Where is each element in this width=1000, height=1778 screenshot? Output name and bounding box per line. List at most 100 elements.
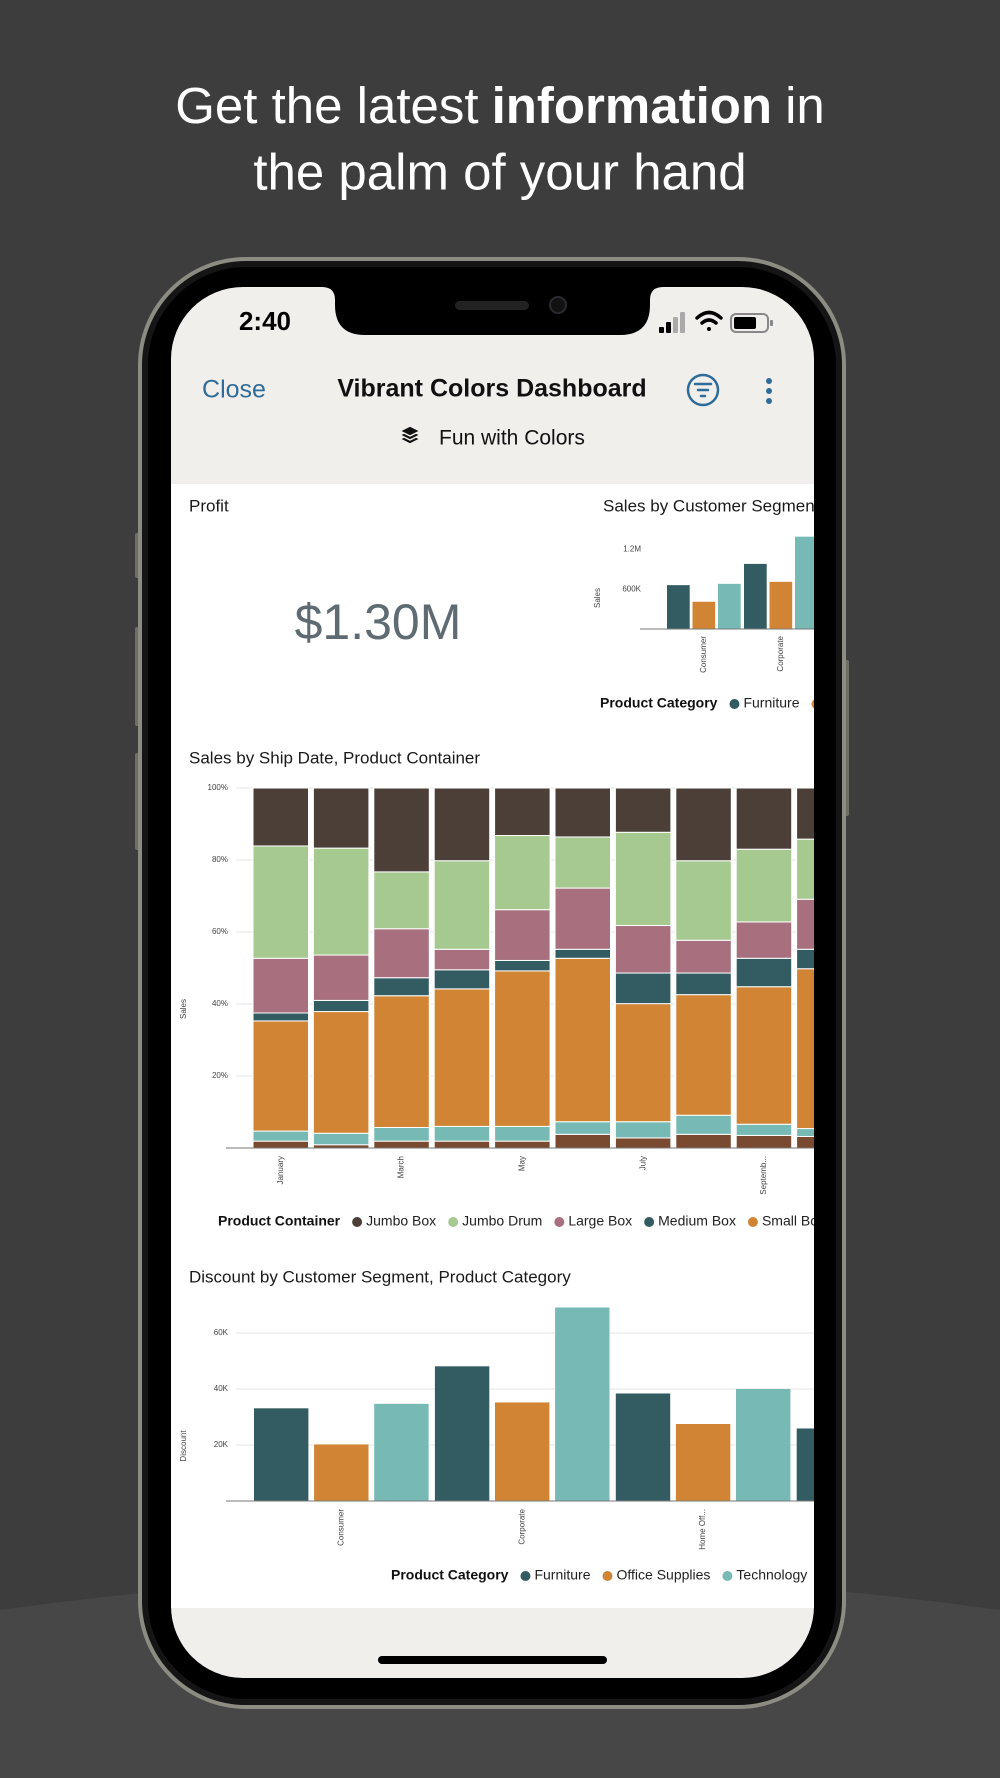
bar-segment xyxy=(614,925,672,974)
legend-label: Large Box xyxy=(568,1213,632,1229)
headline-emphasis: information xyxy=(492,77,772,134)
bar-segment xyxy=(554,1133,611,1149)
x-tick-label: Corporate xyxy=(776,635,785,671)
bar-segment xyxy=(494,1140,551,1149)
bar-segment xyxy=(614,1121,672,1139)
bar-segment xyxy=(312,787,370,849)
legend-title: Product Category xyxy=(391,1567,509,1583)
bar xyxy=(692,601,716,629)
bar-segment xyxy=(735,1123,793,1136)
headline-text: in xyxy=(785,77,825,134)
bar-segment xyxy=(554,1121,611,1135)
bar-segment xyxy=(735,986,793,1125)
bar xyxy=(434,1366,490,1501)
bar-segment xyxy=(494,970,551,1127)
bar-segment xyxy=(675,939,732,974)
kpi-value: $1.30M xyxy=(295,594,462,650)
bar-segment xyxy=(614,972,672,1005)
legend-label: Medium Box xyxy=(658,1213,736,1229)
bar-segment xyxy=(554,948,611,959)
bar xyxy=(718,583,741,629)
bar-segment xyxy=(252,845,309,959)
bar-segment xyxy=(614,787,672,833)
bar xyxy=(615,1393,671,1501)
bar-segment xyxy=(614,1003,672,1123)
legend-swatch xyxy=(722,1571,733,1581)
bar-segment xyxy=(433,969,491,990)
wifi-icon xyxy=(695,310,723,331)
y-axis-label: Sales xyxy=(179,999,188,1019)
x-tick-label: Consumer xyxy=(699,636,708,673)
bar xyxy=(314,1444,369,1501)
bar xyxy=(675,1424,731,1501)
legend-swatch xyxy=(729,699,740,709)
bar-segment xyxy=(796,898,814,950)
screen: Profit $1.30M Sales by Customer Segment Sal… xyxy=(171,287,820,1678)
bar-segment xyxy=(252,787,309,847)
bar xyxy=(769,581,793,629)
legend-swatch xyxy=(448,1217,459,1227)
bar-segment xyxy=(675,1114,732,1135)
bar-segment xyxy=(494,909,551,961)
x-tick-label: January xyxy=(276,1156,285,1184)
canvas-name[interactable]: Fun with Colors xyxy=(439,427,585,450)
y-tick-label: 1.2M xyxy=(623,544,641,553)
legend-label: Technology xyxy=(736,1567,807,1583)
bar-segment xyxy=(796,1135,814,1149)
y-tick-label: 600K xyxy=(622,584,641,593)
more-button[interactable] xyxy=(766,378,772,404)
bar-segment xyxy=(252,1140,309,1149)
bar-segment xyxy=(433,1125,491,1142)
bar-segment xyxy=(554,836,611,889)
bar-segment xyxy=(433,948,491,971)
canvas-icon xyxy=(398,425,422,445)
bar-segment xyxy=(675,994,732,1116)
chart-title: Sales by Customer Segment xyxy=(603,496,820,515)
chart-title: Discount by Customer Segment, Product Ca… xyxy=(189,1267,571,1286)
bar xyxy=(374,1403,429,1501)
bar-segment xyxy=(494,959,551,972)
legend-swatch xyxy=(554,1217,565,1227)
bar-segment xyxy=(433,860,491,950)
status-time: 2:40 xyxy=(239,306,291,336)
x-tick-label: Corporate xyxy=(517,1508,526,1544)
y-tick-label: 80% xyxy=(212,855,228,864)
dashboard-title: Vibrant Colors Dashboard xyxy=(337,375,646,403)
x-tick-label: Consumer xyxy=(336,1509,345,1546)
close-button[interactable]: Close xyxy=(202,376,266,404)
legend-label: Jumbo Box xyxy=(366,1213,436,1229)
legend-label: Furniture xyxy=(743,695,799,711)
bar-segment xyxy=(373,1140,430,1149)
bar-segment xyxy=(252,1130,309,1142)
bar-segment xyxy=(433,988,491,1127)
bar-segment xyxy=(796,948,814,970)
battery-icon xyxy=(730,313,773,333)
x-tick-label: May xyxy=(517,1156,526,1171)
filter-button[interactable] xyxy=(686,373,720,407)
bar-segment xyxy=(494,835,551,911)
x-tick-label: Septemb... xyxy=(759,1156,768,1195)
headline-text: Get the latest xyxy=(175,77,478,134)
bar-segment xyxy=(735,787,793,850)
bar-segment xyxy=(796,787,814,840)
bar-segment xyxy=(433,1140,491,1149)
bar-segment xyxy=(675,860,732,941)
x-tick-label: Home Off... xyxy=(698,1509,707,1550)
bar-segment xyxy=(614,831,672,927)
y-axis-label: Discount xyxy=(179,1430,188,1462)
y-axis-label: Sales xyxy=(593,588,602,608)
y-tick-label: 40% xyxy=(212,999,228,1008)
bar-segment xyxy=(796,838,814,900)
bar-segment xyxy=(675,1133,732,1149)
bar-segment xyxy=(735,848,793,923)
bar-segment xyxy=(373,977,430,997)
bar-segment xyxy=(373,787,430,873)
bar xyxy=(736,1389,791,1501)
chart-title: Sales by Ship Date, Product Container xyxy=(189,748,480,767)
bar-segment xyxy=(252,957,309,1014)
speaker xyxy=(455,301,529,310)
bar-segment xyxy=(312,999,370,1013)
legend-swatch xyxy=(747,1217,758,1227)
